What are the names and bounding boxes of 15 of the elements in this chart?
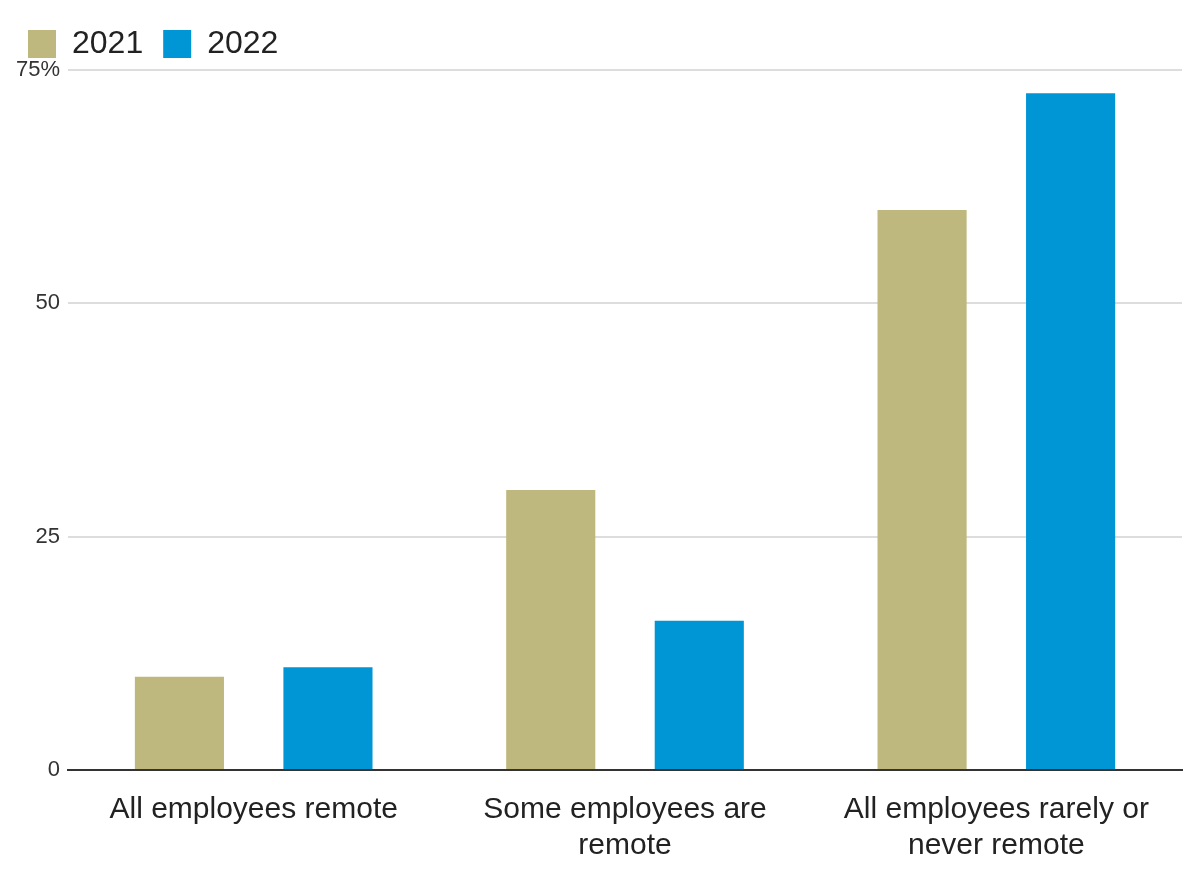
legend-label: 2022 [207, 23, 279, 60]
y-tick-label: 75% [15, 56, 61, 82]
y-tick-label: 50 [35, 289, 61, 315]
bar [1026, 93, 1116, 769]
y-tick-label: 0 [47, 756, 61, 782]
bar [283, 667, 373, 769]
y-tick-label: 25 [35, 522, 61, 548]
bar [134, 676, 224, 769]
legend-label: 2021 [72, 23, 144, 60]
x-tick-label: All employees remote [109, 791, 398, 825]
x-tick-label: Some employees are remote [483, 791, 767, 861]
x-tick-label: All employees rarely or never remote [843, 791, 1149, 861]
bar [877, 210, 967, 769]
bar [654, 620, 744, 769]
bar [506, 490, 596, 769]
